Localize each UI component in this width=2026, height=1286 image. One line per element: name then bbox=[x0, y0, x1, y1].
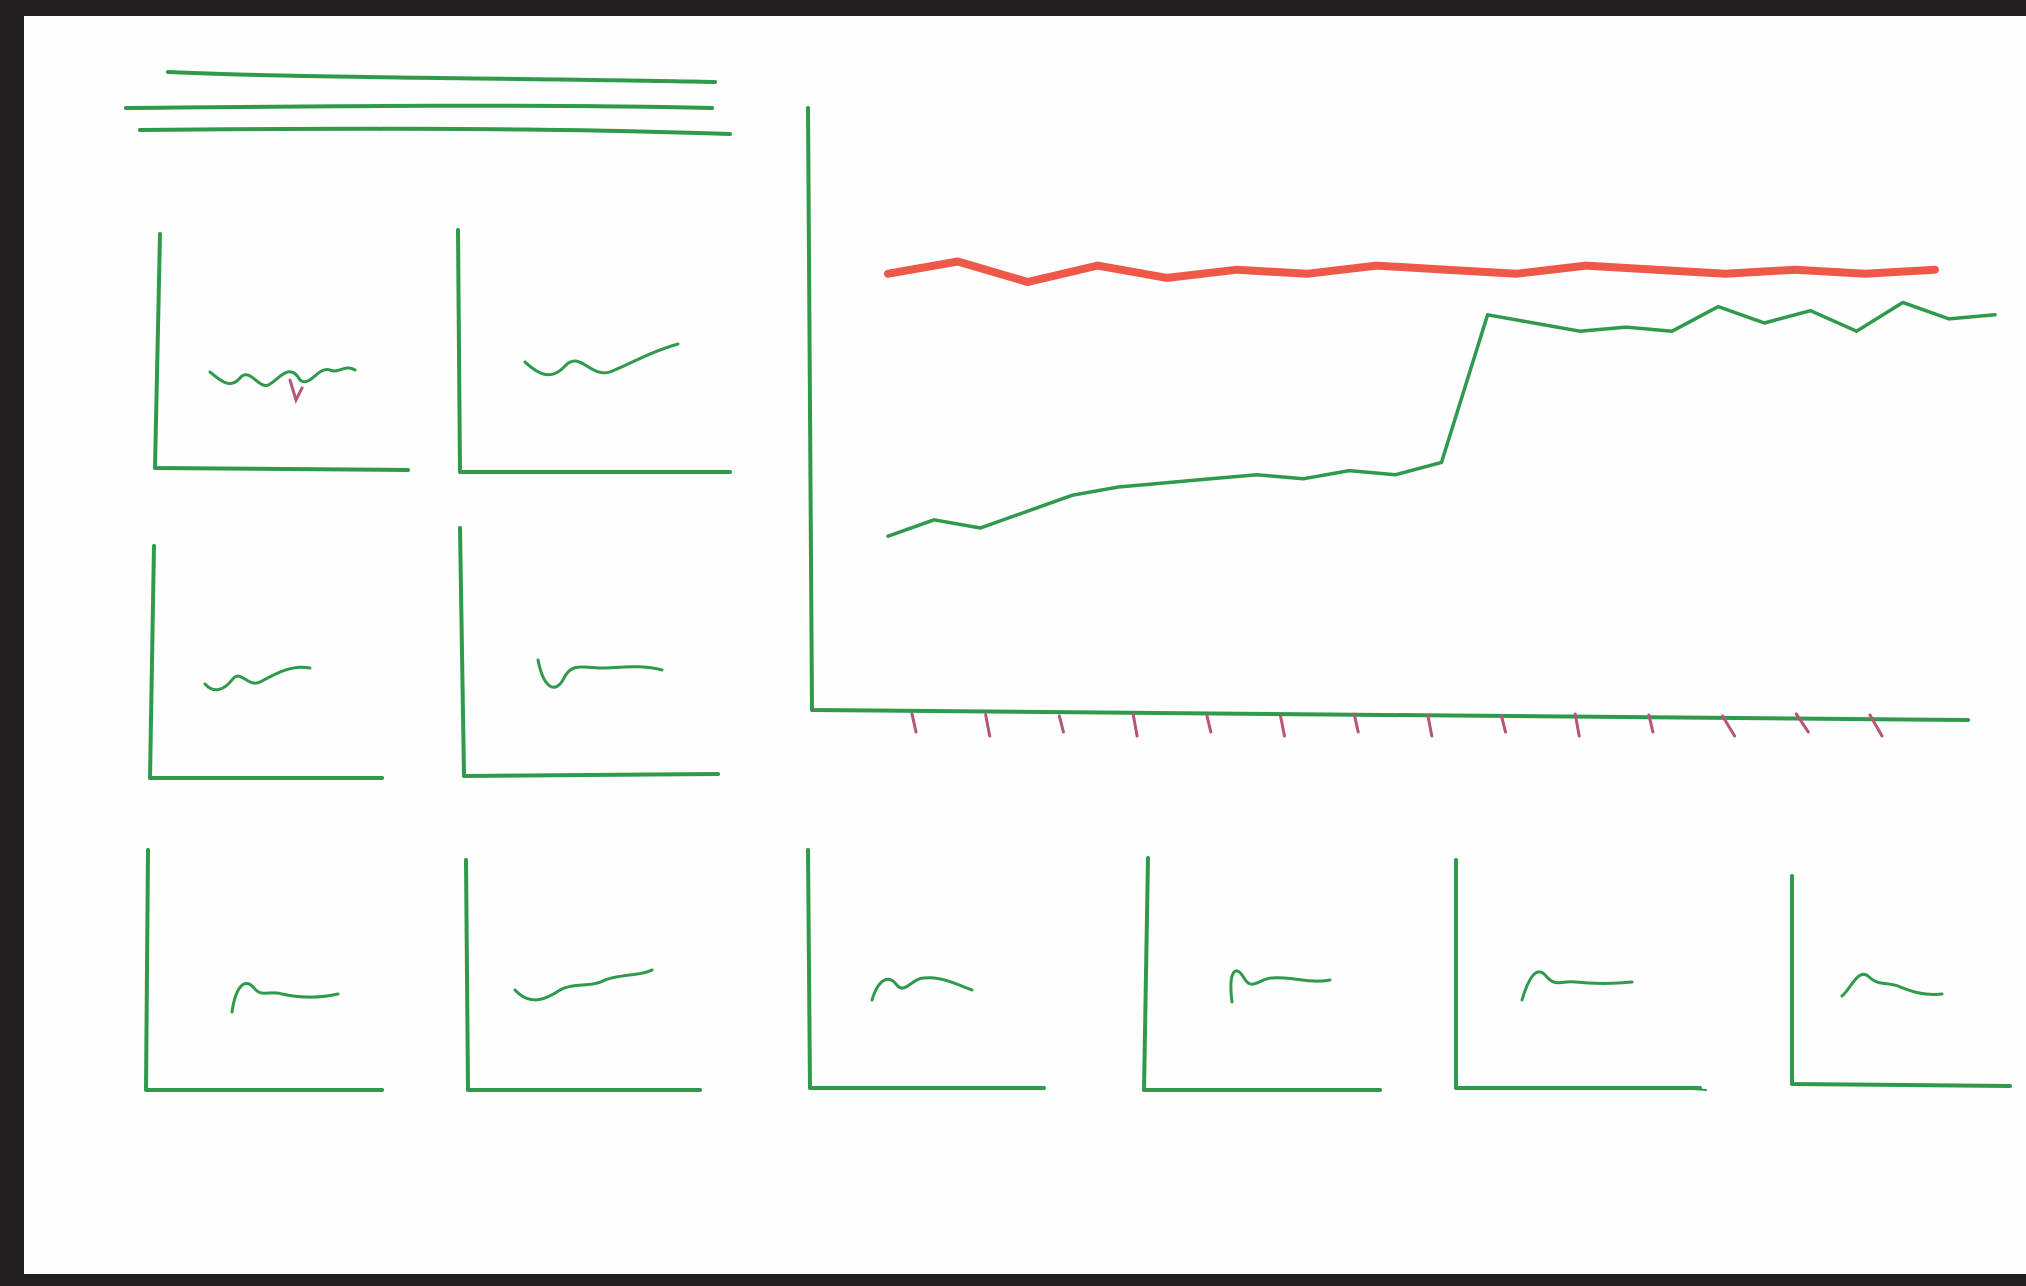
small-chart-line bbox=[1840, 972, 1944, 998]
small-chart-axes bbox=[153, 232, 410, 472]
small-chart-8 bbox=[1142, 856, 1382, 1092]
x-tick-mark bbox=[1352, 712, 1360, 734]
x-tick-mark bbox=[1426, 713, 1434, 738]
small-chart-line bbox=[1520, 970, 1634, 1002]
x-tick-mark bbox=[1279, 714, 1286, 738]
title-line-1 bbox=[166, 70, 717, 84]
small-chart-line bbox=[1229, 969, 1332, 1004]
main-chart-series-primary bbox=[886, 300, 1997, 538]
small-chart-axes bbox=[1142, 856, 1382, 1092]
small-chart-6 bbox=[464, 858, 702, 1092]
small-chart-axes bbox=[1454, 858, 1702, 1090]
small-chart-line bbox=[870, 976, 974, 1002]
small-chart-axes bbox=[1790, 874, 2012, 1088]
small-chart-2 bbox=[456, 228, 732, 474]
small-chart-axes bbox=[144, 848, 384, 1092]
x-tick-mark bbox=[1794, 712, 1810, 734]
small-chart-axes bbox=[806, 848, 1046, 1090]
small-chart-axes bbox=[464, 858, 702, 1092]
small-chart-7 bbox=[806, 848, 1046, 1090]
title-placeholder bbox=[124, 70, 732, 136]
small-chart-line bbox=[523, 342, 680, 377]
small-chart-10 bbox=[1790, 874, 2012, 1088]
x-tick-mark bbox=[1057, 714, 1065, 734]
x-tick-mark bbox=[1205, 713, 1213, 734]
x-tick-mark bbox=[1868, 713, 1884, 738]
small-chart-3 bbox=[148, 544, 384, 780]
small-chart-4 bbox=[458, 526, 720, 778]
small-chart-line bbox=[230, 982, 340, 1014]
small-chart-9 bbox=[1454, 858, 1707, 1091]
small-chart-axes bbox=[456, 228, 732, 474]
main-chart bbox=[806, 106, 1997, 738]
small-chart-line bbox=[208, 366, 357, 388]
small-multiples-bottom bbox=[806, 848, 2012, 1092]
small-chart-line bbox=[203, 665, 312, 692]
small-multiples-left bbox=[144, 228, 732, 1092]
title-line-2 bbox=[124, 103, 714, 110]
small-chart-5 bbox=[144, 848, 384, 1092]
small-chart-line bbox=[513, 968, 654, 1002]
x-tick-mark bbox=[1573, 712, 1581, 738]
small-chart-line bbox=[536, 658, 664, 689]
small-chart-1 bbox=[153, 232, 410, 472]
main-chart-axes bbox=[806, 106, 1970, 722]
small-chart-axes bbox=[458, 526, 720, 778]
annotation-mark bbox=[288, 378, 304, 405]
x-tick-mark bbox=[910, 712, 918, 734]
axis-arrow bbox=[1679, 1087, 1707, 1091]
title-line-3 bbox=[138, 126, 732, 136]
x-tick-mark bbox=[1721, 714, 1737, 738]
x-tick-mark bbox=[1500, 714, 1507, 734]
x-tick-mark bbox=[1647, 713, 1655, 734]
x-tick-mark bbox=[984, 713, 992, 738]
x-tick-mark bbox=[1131, 712, 1139, 738]
main-chart-x-ticks bbox=[910, 712, 1884, 738]
main-chart-series-highlight bbox=[884, 257, 1939, 286]
small-chart-axes bbox=[148, 544, 384, 780]
